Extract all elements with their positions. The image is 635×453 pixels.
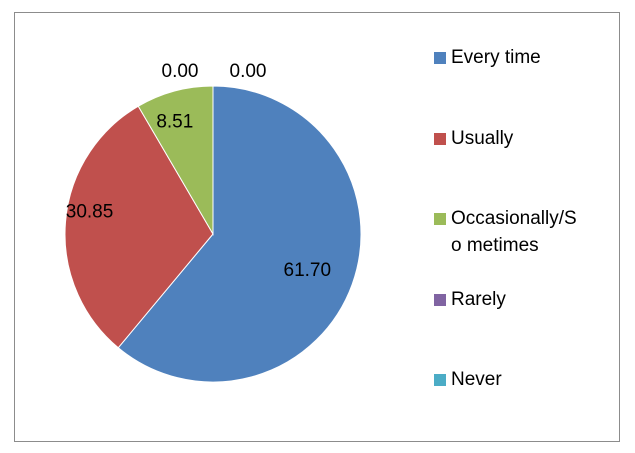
data-label-rarely: 0.00 [230,61,267,82]
legend-label: Never [451,369,502,390]
legend-label: Every time [451,47,541,68]
pie-slice-every-time [117,85,362,383]
legend-label: Usually [451,128,514,149]
legend-swatch [434,294,446,306]
pie-slice-usually [64,105,214,349]
legend-item-every-time: Every time [434,44,604,71]
pie-slice-occasionally [137,85,214,236]
legend-item-never: Never [434,366,604,393]
data-label-every-time: 61.70 [284,260,332,281]
legend: Every time Usually Occasionally/So metim… [434,0,624,453]
legend-label: Rarely [451,289,506,310]
legend-swatch [434,213,446,225]
data-label-occasionally: 8.51 [156,112,193,133]
data-label-usually: 30.85 [66,201,114,222]
data-label-never: 0.00 [162,61,199,82]
legend-label: Occasionally/So metimes [451,208,577,256]
legend-item-occasionally: Occasionally/So metimes [434,205,604,259]
legend-item-rarely: Rarely [434,286,604,313]
legend-swatch [434,52,446,64]
legend-swatch [434,374,446,386]
legend-item-usually: Usually [434,125,604,152]
legend-swatch [434,133,446,145]
